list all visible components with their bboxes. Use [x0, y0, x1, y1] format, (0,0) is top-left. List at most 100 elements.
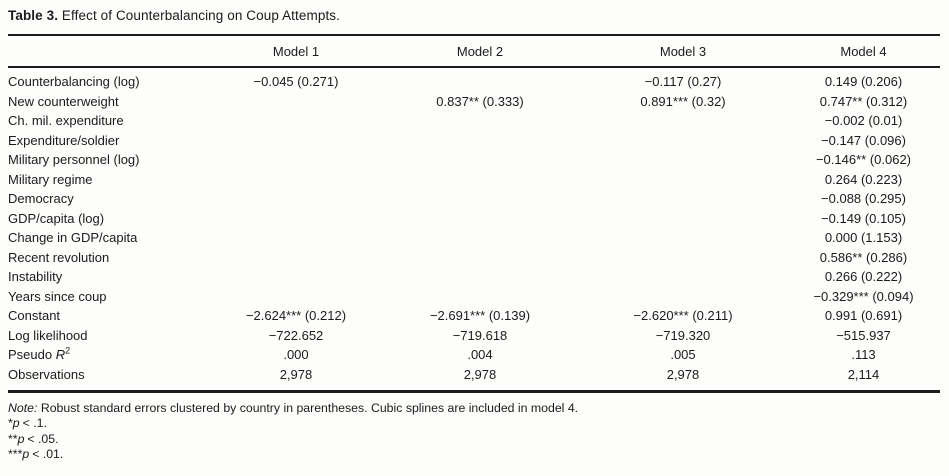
cell-model-2 [381, 209, 579, 229]
cell-model-3 [579, 209, 787, 229]
regression-table: Model 1 Model 2 Model 3 Model 4 Counterb… [8, 34, 940, 393]
cell-model-1 [211, 131, 381, 151]
table-row: Constant −2.624*** (0.212) −2.691*** (0.… [8, 306, 940, 326]
note-prefix: Note: [8, 401, 38, 415]
table-notes: Note: Robust standard errors clustered b… [8, 401, 940, 462]
table-row: Observations 2,978 2,978 2,978 2,114 [8, 365, 940, 392]
cell-model-4: 0.747** (0.312) [819, 93, 908, 109]
row-label: Democracy [8, 191, 74, 206]
row-label: New counterweight [8, 93, 119, 109]
cell-model-3 [579, 111, 787, 131]
cell-model-4: −0.149 (0.105) [821, 210, 906, 226]
stars: * [8, 416, 13, 431]
row-label: Ch. mil. expenditure [8, 113, 124, 128]
cell-model-3: .005 [670, 347, 696, 362]
cell-model-2 [381, 67, 579, 92]
general-note: Note: Robust standard errors clustered b… [8, 401, 940, 416]
table-row: Military regime 0.264 (0.223) [8, 170, 940, 190]
table-row: Years since coup −0.329*** (0.094) [8, 287, 940, 307]
table-row: Expenditure/soldier −0.147 (0.096) [8, 131, 940, 151]
cell-model-4: 2,114 [847, 366, 880, 382]
row-label: Change in GDP/capita [8, 230, 138, 245]
header-model-1: Model 1 [272, 44, 320, 59]
cell-model-4: 0.991 (0.691) [824, 308, 903, 323]
cell-model-3 [579, 170, 787, 190]
cell-model-1 [211, 209, 381, 229]
table-caption: Effect of Counterbalancing on Coup Attem… [58, 8, 341, 23]
table-row: Recent revolution 0.586** (0.286) [8, 248, 940, 268]
row-label: Military regime [8, 171, 93, 187]
significance-note-1: *p < .1. [8, 416, 940, 431]
cell-model-1: −0.045 (0.271) [253, 74, 339, 89]
pseudo-r2-r: R [55, 347, 66, 362]
cell-model-1: 2,978 [279, 366, 313, 382]
table-row: Counterbalancing (log) −0.045 (0.271) −0… [8, 67, 940, 92]
table-row: Pseudo R2 .000 .004 .005 .113 [8, 345, 940, 365]
cell-model-3: 2,978 [666, 366, 700, 382]
sig-threshold: < .1. [22, 416, 47, 431]
table-row: Change in GDP/capita 0.000 (1.153) [8, 228, 940, 248]
cell-model-4: −0.329*** (0.094) [813, 288, 914, 304]
sig-threshold: < .01. [32, 446, 64, 461]
table-row: Military personnel (log) −0.146** (0.062… [8, 150, 940, 170]
cell-model-1 [211, 248, 381, 268]
note-text: Robust standard errors clustered by coun… [37, 401, 579, 415]
cell-model-4: 0.586** (0.286) [819, 249, 908, 265]
cell-model-2: −719.618 [452, 327, 508, 343]
cell-model-3: −2.620*** (0.211) [633, 308, 733, 323]
p-symbol: p [17, 431, 25, 446]
cell-model-3: −0.117 (0.27) [644, 74, 722, 89]
cell-model-4: −0.146** (0.062) [815, 152, 912, 167]
cell-model-3 [579, 267, 787, 287]
p-symbol: p [12, 416, 20, 431]
cell-model-2 [381, 170, 579, 190]
table-row: Instability 0.266 (0.222) [8, 267, 940, 287]
cell-model-1: .000 [283, 347, 309, 362]
cell-model-2: .004 [467, 347, 493, 362]
cell-model-4: .113 [851, 347, 876, 362]
cell-model-2 [381, 248, 579, 268]
row-label: Instability [8, 269, 63, 284]
cell-model-2 [381, 111, 579, 131]
table-row: Democracy −0.088 (0.295) [8, 189, 940, 209]
cell-model-2: −2.691*** (0.139) [429, 308, 531, 323]
cell-model-3 [579, 287, 787, 307]
row-label: Counterbalancing (log) [8, 74, 140, 89]
header-empty-cell [8, 35, 211, 67]
cell-model-1: −722.652 [268, 327, 324, 343]
cell-model-2 [381, 267, 579, 287]
table-title: Table 3. Effect of Counterbalancing on C… [8, 7, 940, 24]
sig-threshold: < .05. [27, 431, 59, 446]
cell-model-1 [211, 287, 381, 307]
cell-model-4: 0.266 (0.222) [824, 269, 903, 284]
cell-model-2: 2,978 [463, 366, 497, 382]
row-label: Military personnel (log) [8, 152, 140, 167]
row-label: Constant [8, 308, 61, 323]
table-row: Ch. mil. expenditure −0.002 (0.01) [8, 111, 940, 131]
cell-model-4: 0.000 (1.153) [824, 230, 903, 245]
header-model-2: Model 2 [456, 44, 504, 59]
row-label: Years since coup [8, 288, 107, 304]
cell-model-1 [211, 150, 381, 170]
header-model-3: Model 3 [659, 44, 707, 59]
pseudo-r2-text: Pseudo [8, 347, 56, 362]
table-row: GDP/capita (log) −0.149 (0.105) [8, 209, 940, 229]
stars: ** [8, 431, 18, 446]
cell-model-3 [579, 248, 787, 268]
significance-note-2: **p < .05. [8, 432, 940, 447]
cell-model-4: 0.149 (0.206) [824, 74, 903, 89]
cell-model-3 [579, 189, 787, 209]
significance-note-3: ***p < .01. [8, 447, 940, 462]
cell-model-4: −0.002 (0.01) [824, 113, 903, 128]
cell-model-3: −719.320 [655, 327, 711, 343]
row-label: Pseudo R2 [8, 345, 211, 365]
row-label: Recent revolution [8, 249, 110, 265]
table-row: Log likelihood −722.652 −719.618 −719.32… [8, 326, 940, 346]
cell-model-1 [211, 228, 381, 248]
cell-model-2: 0.837** (0.333) [436, 93, 524, 109]
header-row: Model 1 Model 2 Model 3 Model 4 [8, 35, 940, 67]
cell-model-3 [579, 228, 787, 248]
cell-model-3 [579, 131, 787, 151]
header-model-4: Model 4 [840, 44, 887, 59]
